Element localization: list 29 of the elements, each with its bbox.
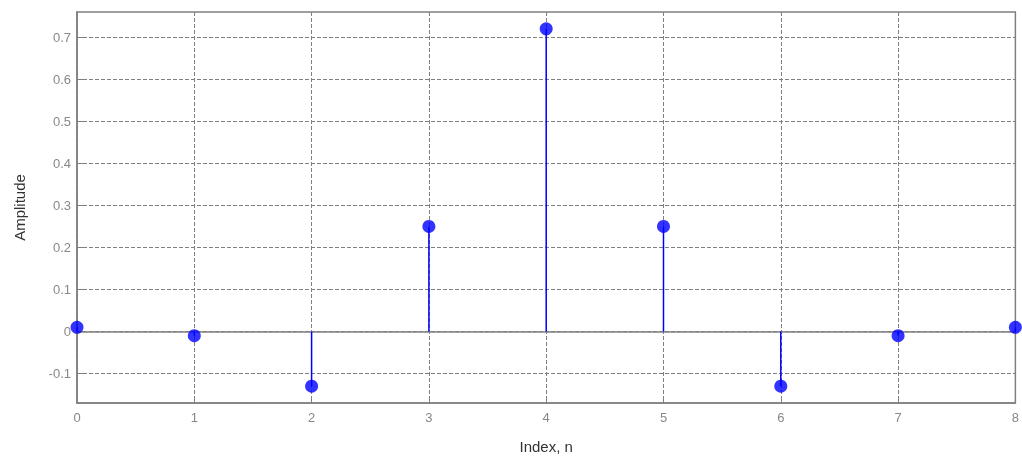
x-tick-label: 0 — [73, 410, 81, 425]
x-tick-label: 1 — [190, 410, 198, 425]
y-tick-label: 0.5 — [52, 113, 71, 129]
x-axis-title: Index, n — [519, 438, 573, 455]
point — [422, 219, 436, 233]
point — [70, 320, 84, 334]
y-axis-title: Amplitude — [11, 174, 28, 241]
y-tick-label: 0 — [63, 324, 71, 340]
point — [891, 329, 905, 343]
y-tick-label: 0.7 — [52, 29, 71, 45]
point — [1008, 320, 1022, 334]
y-tick-label: 0.6 — [52, 71, 71, 87]
y-tick-label: 0.4 — [52, 155, 71, 171]
y-tick-label: 0.2 — [52, 239, 71, 255]
y-tick-label: 0.3 — [52, 197, 71, 213]
x-tick-label: 7 — [894, 410, 902, 425]
point — [305, 379, 319, 393]
x-tick-label: 3 — [425, 410, 433, 425]
x-tick-label: 2 — [307, 410, 316, 425]
point — [657, 219, 670, 233]
x-tick-label: 6 — [777, 410, 785, 425]
x-tick-label: 4 — [542, 410, 550, 425]
x-tick-label: 8 — [1011, 410, 1019, 425]
y-tick-label: -0.1 — [48, 366, 71, 382]
x-tick-label: 5 — [659, 410, 668, 425]
point — [187, 329, 201, 343]
y-tick-label: 0.1 — [52, 281, 71, 297]
point — [774, 379, 788, 393]
point — [539, 22, 553, 36]
